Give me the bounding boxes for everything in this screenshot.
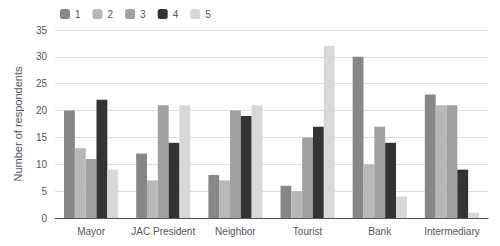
svg-text:1: 1 — [75, 9, 81, 20]
svg-text:5: 5 — [41, 186, 47, 197]
svg-text:Number of respondents: Number of respondents — [12, 66, 24, 181]
svg-text:Tourist: Tourist — [293, 226, 323, 237]
svg-text:Bank: Bank — [368, 226, 392, 237]
svg-text:Mayor: Mayor — [77, 226, 105, 237]
svg-text:25: 25 — [36, 78, 48, 89]
svg-text:0: 0 — [41, 213, 47, 224]
svg-text:35: 35 — [36, 25, 48, 36]
svg-text:4: 4 — [173, 9, 179, 20]
svg-text:Neighbor: Neighbor — [215, 226, 256, 237]
svg-text:5: 5 — [205, 9, 211, 20]
svg-text:JAC President: JAC President — [131, 226, 195, 237]
svg-text:20: 20 — [36, 105, 48, 116]
svg-text:15: 15 — [36, 132, 48, 143]
svg-text:10: 10 — [36, 159, 48, 170]
svg-text:3: 3 — [140, 9, 146, 20]
svg-text:30: 30 — [36, 51, 48, 62]
svg-text:Intermediary: Intermediary — [424, 226, 480, 237]
svg-text:2: 2 — [108, 9, 114, 20]
